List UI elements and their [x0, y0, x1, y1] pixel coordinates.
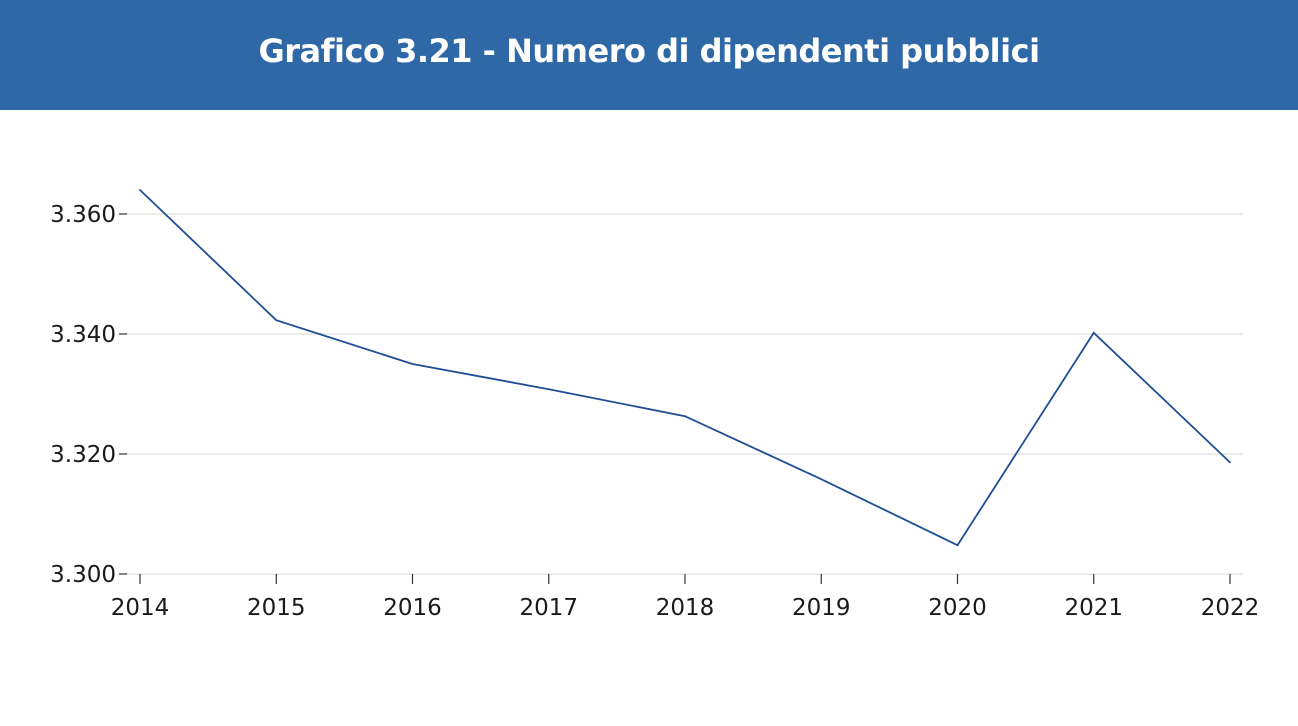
- y-tick-label: 3.360: [50, 202, 116, 228]
- data-point: [1092, 331, 1095, 334]
- data-point: [1229, 461, 1231, 464]
- x-tick-label: 2014: [111, 595, 170, 621]
- x-tick-label: 2019: [792, 595, 851, 621]
- x-tick-label: 2015: [247, 595, 306, 621]
- x-tick-label: 2017: [519, 595, 578, 621]
- x-tick-label: 2022: [1201, 595, 1260, 621]
- data-point: [820, 478, 823, 481]
- x-tick-label: 2016: [383, 595, 442, 621]
- data-point: [139, 189, 141, 191]
- x-tick-label: 2018: [656, 595, 715, 621]
- data-point: [547, 388, 550, 391]
- chart-title: Grafico 3.21 - Numero di dipendenti pubb…: [258, 32, 1040, 70]
- x-tick-label: 2020: [928, 595, 987, 621]
- line-chart: 3.300 3.320 3.340 3.360 2014 2015 2016 2017 2018…: [50, 189, 1260, 621]
- data-point: [956, 544, 959, 547]
- data-point: [275, 319, 278, 322]
- data-point: [411, 363, 414, 365]
- data-point: [684, 415, 686, 418]
- y-tick-label: 3.320: [50, 442, 116, 468]
- y-tick-label: 3.340: [50, 322, 116, 348]
- x-tick-label: 2021: [1064, 595, 1123, 621]
- chart-header: Grafico 3.21 - Numero di dipendenti pubb…: [0, 0, 1298, 110]
- y-tick-label: 3.300: [50, 562, 116, 588]
- series-line: [139, 189, 1231, 547]
